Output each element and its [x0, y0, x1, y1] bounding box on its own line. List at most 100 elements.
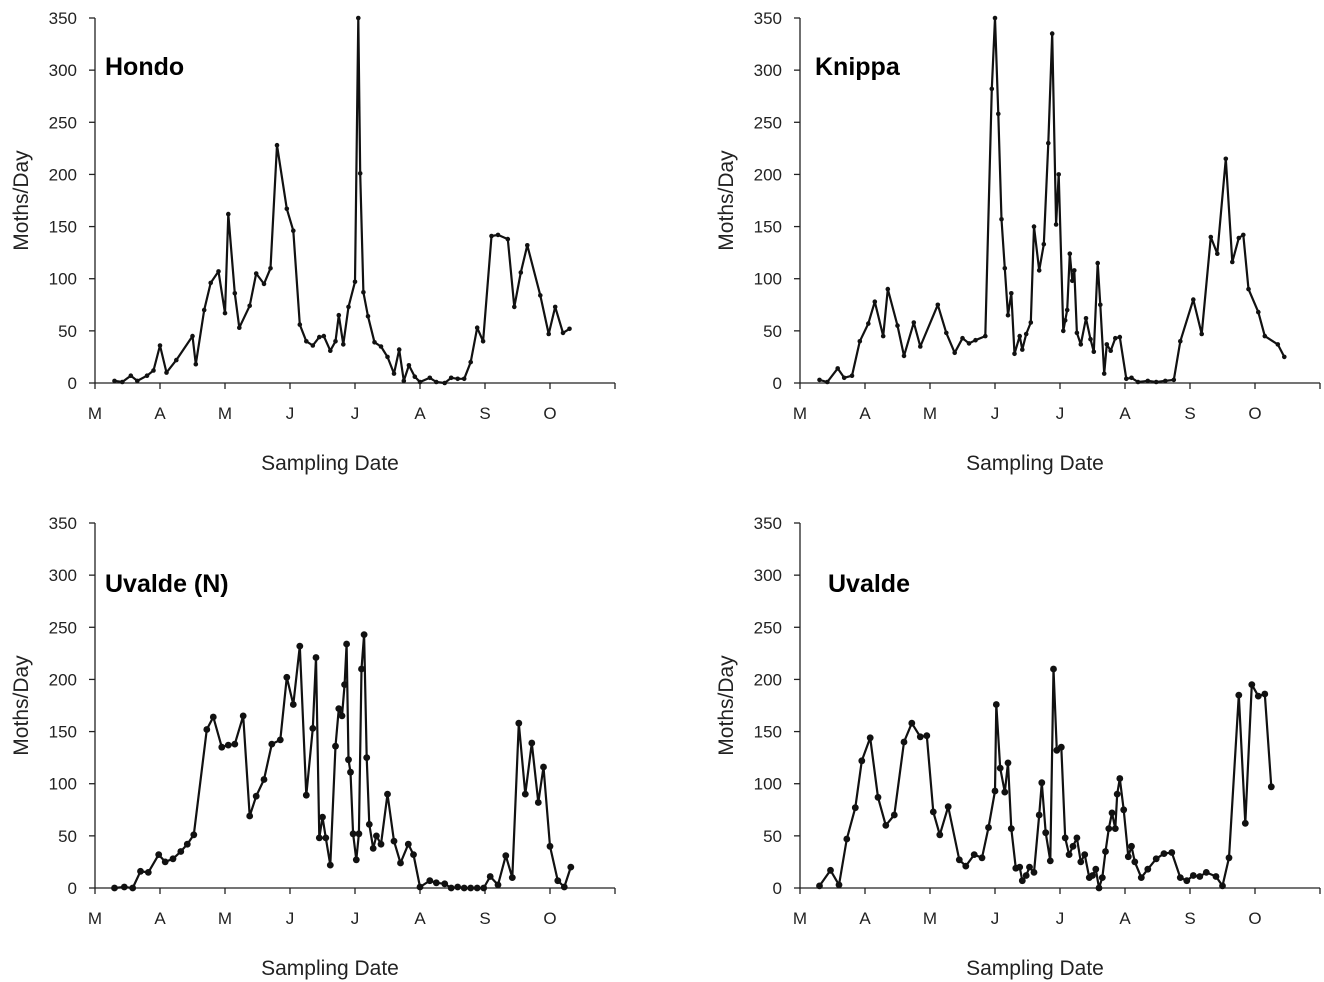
- data-point: [302, 791, 310, 799]
- data-point: [918, 344, 923, 349]
- data-point: [1230, 259, 1235, 265]
- x-tick-label: A: [414, 404, 426, 423]
- data-point: [817, 377, 822, 383]
- data-point: [447, 884, 455, 892]
- data-point: [962, 862, 970, 870]
- data-point: [1046, 140, 1051, 146]
- data-point: [1223, 156, 1229, 162]
- data-point: [518, 270, 524, 275]
- y-tick-label: 150: [754, 723, 782, 742]
- data-point: [567, 326, 572, 332]
- y-tick-label: 150: [49, 218, 77, 237]
- data-point: [1078, 342, 1084, 347]
- data-point: [161, 858, 169, 866]
- data-point: [1088, 336, 1093, 342]
- data-point: [1241, 819, 1249, 827]
- data-point: [1202, 869, 1210, 876]
- data-point: [835, 366, 840, 371]
- data-point: [208, 280, 213, 286]
- data-point: [1062, 318, 1068, 323]
- data-point: [985, 824, 992, 831]
- data-point: [454, 883, 462, 891]
- data-point: [338, 712, 346, 720]
- data-point: [1261, 690, 1269, 698]
- data-point: [391, 371, 397, 376]
- x-tick-label: S: [1184, 909, 1195, 928]
- panel-title: Knippa: [815, 53, 901, 81]
- data-point: [426, 877, 434, 885]
- data-point: [193, 361, 199, 367]
- chart-panel-3: 0 50 100 150 200 250 300 350 M A M J J A S O Sampling Da…: [10, 514, 616, 980]
- x-axis-label: Sampling Date: [261, 452, 399, 475]
- data-point: [427, 375, 433, 381]
- data-point: [321, 333, 327, 339]
- x-tick-label: S: [479, 909, 490, 928]
- y-tick-label: 50: [763, 322, 782, 341]
- data-point: [246, 812, 254, 820]
- data-point: [261, 281, 267, 287]
- y-tick-label: 200: [49, 670, 77, 689]
- data-point: [1004, 759, 1012, 767]
- data-point: [1050, 665, 1057, 673]
- data-point: [895, 323, 900, 328]
- data-point: [336, 312, 342, 318]
- data-point: [460, 884, 468, 892]
- y-tick-label: 300: [754, 61, 782, 80]
- data-point: [410, 851, 417, 858]
- x-tick-label: A: [154, 909, 166, 928]
- data-point: [190, 333, 195, 339]
- data-point: [291, 228, 296, 233]
- data-point: [512, 304, 517, 310]
- data-point: [297, 322, 303, 327]
- data-point: [1131, 858, 1139, 866]
- data-point: [540, 763, 547, 771]
- y-tick-label: 0: [773, 879, 782, 898]
- x-axis-label: Sampling Date: [966, 957, 1104, 980]
- data-point: [309, 725, 317, 732]
- data-point: [1189, 872, 1197, 879]
- data-point: [1067, 251, 1073, 256]
- data-point: [319, 813, 326, 821]
- data-point: [1095, 884, 1103, 892]
- data-point: [489, 233, 494, 239]
- x-tick-label: O: [543, 909, 556, 928]
- y-tick-label: 0: [773, 374, 782, 393]
- data-point: [944, 330, 949, 336]
- x-tick-label: J: [286, 404, 295, 423]
- data-point: [901, 353, 907, 359]
- data-point: [880, 333, 886, 339]
- x-tick-label: O: [1248, 404, 1261, 423]
- data-point: [328, 348, 333, 354]
- data-point: [1065, 851, 1073, 858]
- data-point: [137, 867, 144, 875]
- data-point: [455, 376, 461, 382]
- data-point: [1002, 266, 1008, 271]
- data-point: [857, 339, 863, 344]
- data-point: [992, 15, 998, 21]
- data-point: [372, 340, 377, 345]
- y-tick-label: 50: [763, 827, 782, 846]
- data-point: [936, 831, 944, 839]
- data-point: [1095, 260, 1100, 266]
- y-tick-label: 300: [754, 566, 782, 585]
- data-point: [1168, 849, 1176, 856]
- data-point: [1254, 692, 1262, 700]
- data-point: [346, 304, 351, 310]
- data-point: [296, 642, 304, 650]
- data-point: [923, 732, 931, 740]
- data-point: [333, 339, 338, 344]
- x-tick-label: M: [218, 909, 232, 928]
- data-point: [276, 736, 284, 744]
- data-point: [1092, 865, 1100, 873]
- y-tick-label: 100: [49, 775, 77, 794]
- data-point: [396, 347, 402, 352]
- data-point: [495, 232, 501, 238]
- data-point: [825, 379, 830, 385]
- data-point: [1072, 268, 1077, 273]
- data-point: [401, 378, 407, 384]
- data-point: [1248, 681, 1256, 688]
- data-point: [494, 881, 502, 889]
- data-point: [128, 373, 134, 379]
- data-point: [385, 354, 390, 360]
- data-point: [1070, 278, 1075, 284]
